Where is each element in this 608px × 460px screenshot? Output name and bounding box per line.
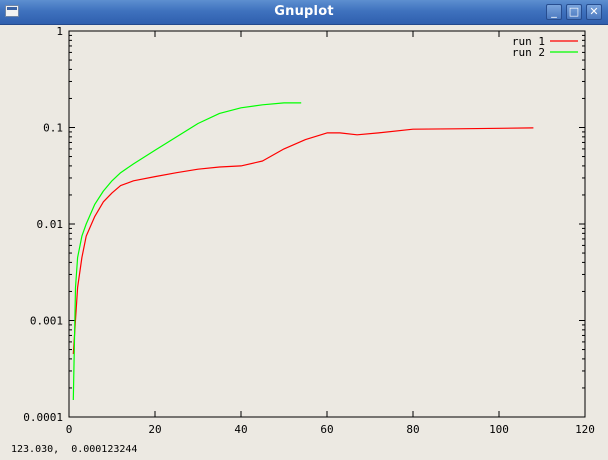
x-tick-label: 40 xyxy=(234,423,247,436)
x-tick-label: 0 xyxy=(66,423,73,436)
y-tick-label: 0.01 xyxy=(37,218,64,231)
status-bar: 123.030, 0.000123244 xyxy=(0,443,608,460)
x-tick-label: 100 xyxy=(489,423,509,436)
plot-border xyxy=(68,30,586,418)
series-line-2 xyxy=(72,102,302,401)
window-title: Gnuplot xyxy=(274,4,334,19)
y-tick-label: 0.1 xyxy=(43,122,63,135)
x-tick-label: 60 xyxy=(320,423,333,436)
title-bar[interactable]: Gnuplot _ □ ✕ xyxy=(0,0,608,25)
cursor-coordinates: 123.030, 0.000123244 xyxy=(11,444,138,455)
x-tick-label: 120 xyxy=(575,423,595,436)
y-tick-label: 0.001 xyxy=(30,315,63,328)
window-icon[interactable] xyxy=(5,5,19,17)
y-tick-label: 0.0001 xyxy=(23,411,63,424)
legend-label: run 1 xyxy=(512,35,545,48)
close-button[interactable]: ✕ xyxy=(586,4,602,20)
y-tick-label: 1 xyxy=(56,25,63,38)
x-tick-label: 80 xyxy=(406,423,419,436)
legend-label: run 2 xyxy=(512,46,545,59)
minimize-button[interactable]: _ xyxy=(546,4,562,20)
series-line-1 xyxy=(72,127,534,355)
maximize-button[interactable]: □ xyxy=(566,4,582,20)
chart[interactable]: 0.0001 0.001 0.01 0.1 1 0 20 40 60 80 100 120 run 1r… xyxy=(0,25,608,443)
x-tick-label: 20 xyxy=(148,423,161,436)
